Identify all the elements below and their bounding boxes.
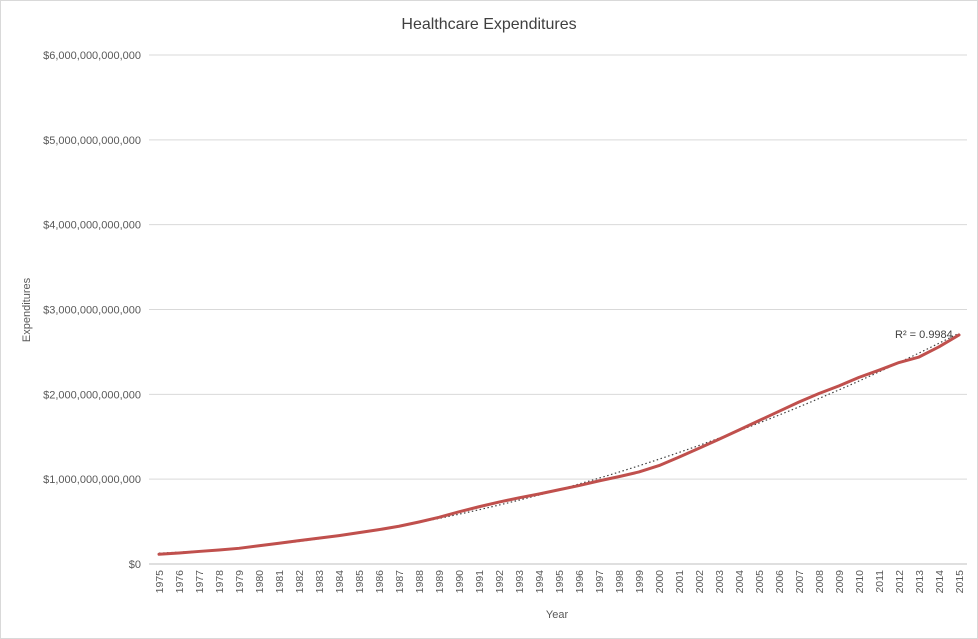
x-tick-label: 1989 (434, 570, 446, 594)
x-tick-label: 2009 (834, 570, 846, 594)
y-tick-label: $6,000,000,000,000 (43, 50, 141, 62)
series-layer (157, 333, 961, 556)
y-tick-label: $5,000,000,000,000 (43, 135, 141, 147)
x-tick-label: 2010 (854, 570, 866, 594)
x-tick-label: 1988 (414, 570, 426, 594)
x-tick-label: 2014 (934, 570, 946, 594)
x-tick-label: 1991 (474, 570, 486, 594)
gridlines (149, 54, 967, 565)
trendline-r-squared-label: R² = 0.9984 (895, 329, 953, 341)
x-tick-label: 1985 (354, 570, 366, 594)
x-tick-label: 1980 (254, 570, 266, 594)
x-tick-label: 2000 (654, 570, 666, 594)
y-tick-label: $2,000,000,000,000 (43, 389, 141, 401)
trendline-path (158, 332, 960, 554)
x-tick-label: 1994 (534, 570, 546, 594)
x-tick-label: 2008 (814, 570, 826, 594)
x-tick-label: 1983 (314, 570, 326, 594)
y-tick-label: $1,000,000,000,000 (43, 474, 141, 486)
x-tick-label: 1992 (494, 570, 506, 594)
x-tick-label: 1998 (614, 570, 626, 594)
x-tick-label: 1986 (374, 570, 386, 594)
x-tick-label: 1981 (274, 570, 286, 594)
x-tick-label: 1990 (454, 570, 466, 594)
x-tick-label: 2005 (754, 570, 766, 594)
chart-title: Healthcare Expenditures (401, 16, 576, 33)
x-tick-label: 1982 (294, 570, 306, 594)
y-tick-label: $3,000,000,000,000 (43, 305, 141, 317)
y-tick-label: $0 (129, 559, 141, 571)
x-tick-label: 2002 (694, 570, 706, 594)
trendline (158, 332, 960, 554)
y-tick-label: $4,000,000,000,000 (43, 220, 141, 232)
x-tick-label: 2013 (914, 570, 926, 594)
x-tick-label: 1978 (214, 570, 226, 594)
x-tick-label: 1984 (334, 570, 346, 594)
x-tick-label: 2006 (774, 570, 786, 594)
y-axis-ticks: $0 $1,000,000,000,000 $2,000,000,000,000 $3… (43, 50, 141, 571)
x-tick-label: 1993 (514, 570, 526, 594)
x-axis-title: Year (546, 609, 569, 621)
x-tick-label: 1976 (174, 570, 186, 594)
x-tick-label: 2015 (954, 570, 966, 594)
x-tick-label: 1979 (234, 570, 246, 594)
x-tick-label: 1999 (634, 570, 646, 594)
series-line (157, 333, 961, 556)
y-axis-title: Expenditures (21, 277, 33, 342)
x-tick-label: 2003 (714, 570, 726, 594)
x-tick-label: 2007 (794, 570, 806, 594)
x-tick-label: 1996 (574, 570, 586, 594)
x-tick-label: 2011 (874, 570, 886, 593)
x-axis-ticks: 1975 1976 1977 1978 1979 1980 1981 1982 1983 1984… (154, 570, 966, 594)
x-tick-label: 2004 (734, 570, 746, 594)
x-tick-label: 1995 (554, 570, 566, 594)
x-tick-label: 1987 (394, 570, 406, 594)
x-tick-label: 1997 (594, 570, 606, 594)
x-tick-label: 2001 (674, 570, 686, 594)
x-tick-label: 1977 (194, 570, 206, 594)
x-tick-label: 1975 (154, 570, 166, 594)
x-tick-label: 2012 (894, 570, 906, 594)
